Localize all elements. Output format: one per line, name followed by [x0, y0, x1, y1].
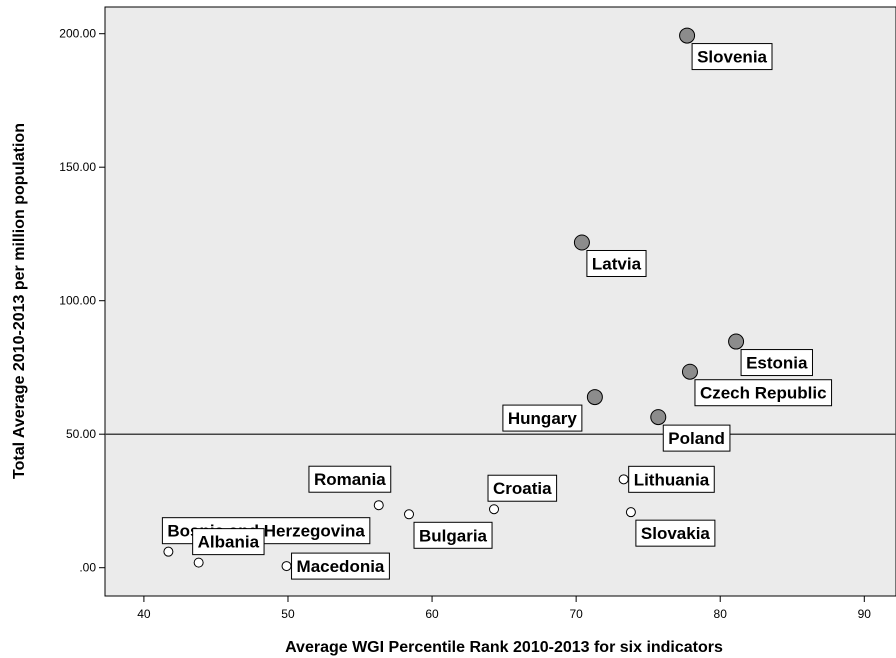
- point-label-text: Croatia: [493, 479, 552, 498]
- point-label: Bulgaria: [413, 521, 493, 549]
- point-label: Latvia: [586, 249, 647, 277]
- x-axis-title: Average WGI Percentile Rank 2010-2013 fo…: [285, 639, 723, 656]
- point-label: Estonia: [740, 349, 813, 377]
- point-label: Czech Republic: [694, 379, 833, 407]
- point-label-box: [192, 528, 265, 556]
- point-label-box: [694, 379, 833, 407]
- point-label-box: [628, 465, 715, 493]
- point-label-text: Slovakia: [641, 524, 711, 543]
- point-label-box: [308, 465, 392, 493]
- point-label-box: [487, 474, 558, 502]
- data-point: [193, 557, 204, 568]
- point-label-box: [502, 404, 583, 432]
- x-tick-label: 90: [858, 607, 872, 621]
- y-tick-label: 200.00: [59, 27, 96, 41]
- point-label: Slovakia: [635, 519, 716, 547]
- y-tick-label: 50.00: [66, 427, 96, 441]
- point-label: Croatia: [487, 474, 558, 502]
- point-label: Hungary: [502, 404, 583, 432]
- point-label-text: Latvia: [592, 254, 642, 273]
- point-label-box: [413, 521, 493, 549]
- data-point: [489, 504, 500, 515]
- plot-area: [104, 6, 896, 597]
- data-point: [625, 507, 636, 518]
- x-tick-label: 40: [137, 607, 151, 621]
- y-axis-ticks: .00 50.00 100.00 150.00 200.00: [59, 27, 105, 575]
- point-label-text: Romania: [314, 470, 386, 489]
- point-label: Macedonia: [291, 552, 390, 580]
- data-point: [728, 333, 745, 350]
- point-label-text: Lithuania: [634, 470, 710, 489]
- data-point: [163, 546, 174, 557]
- point-label: Poland: [662, 424, 731, 452]
- point-label: Romania: [308, 465, 392, 493]
- data-point: [650, 409, 667, 426]
- point-label: Lithuania: [628, 465, 715, 493]
- x-tick-label: 50: [281, 607, 295, 621]
- data-point: [404, 509, 415, 520]
- point-label-box: [291, 552, 390, 580]
- x-axis-ticks: 40 50 60 70 80 90: [137, 596, 871, 621]
- y-tick-label: 150.00: [59, 160, 96, 174]
- y-axis-title: Total Average 2010-2013 per million popu…: [11, 123, 28, 479]
- data-point: [618, 474, 629, 485]
- x-tick-label: 80: [714, 607, 728, 621]
- point-label: Slovenia: [691, 43, 773, 71]
- point-label-text: Slovenia: [697, 48, 767, 67]
- y-tick-label: .00: [79, 561, 96, 575]
- point-label-box: [691, 43, 773, 71]
- data-point: [586, 389, 603, 406]
- point-label-box: [662, 424, 731, 452]
- data-point: [679, 27, 696, 44]
- point-label-text: Bulgaria: [419, 526, 488, 545]
- data-point: [281, 561, 292, 572]
- data-points: [163, 27, 745, 572]
- point-label-text: Estonia: [746, 354, 808, 373]
- point-label-text: Poland: [668, 429, 725, 448]
- point-label: Albania: [192, 528, 265, 556]
- point-label-box: [740, 349, 813, 377]
- point-label-text: Albania: [198, 533, 260, 552]
- data-point: [373, 500, 384, 511]
- data-point: [681, 363, 698, 380]
- point-label-text: Hungary: [508, 409, 578, 428]
- point-label-text: Czech Republic: [700, 384, 827, 403]
- x-tick-label: 70: [569, 607, 583, 621]
- point-label-box: [635, 519, 716, 547]
- point-label-box: [586, 249, 647, 277]
- data-point: [573, 234, 590, 251]
- y-tick-label: 100.00: [59, 294, 96, 308]
- point-labels: Slovenia Latvia Estonia Czech Republic Hunga…: [161, 43, 833, 580]
- point-label-text: Macedonia: [297, 557, 385, 576]
- x-tick-label: 60: [425, 607, 439, 621]
